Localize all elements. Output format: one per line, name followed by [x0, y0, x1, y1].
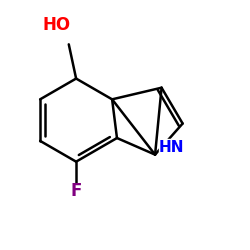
- Text: HN: HN: [158, 140, 184, 155]
- Bar: [68, 184, 85, 198]
- Text: F: F: [70, 182, 82, 200]
- Text: HO: HO: [42, 16, 70, 34]
- Bar: [159, 139, 183, 156]
- Bar: [42, 16, 71, 33]
